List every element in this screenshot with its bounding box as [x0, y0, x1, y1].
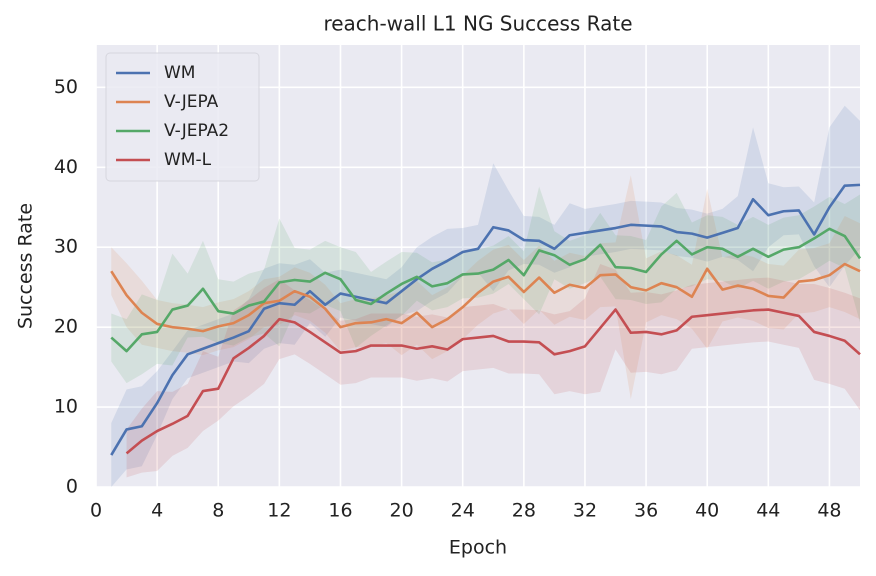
x-tick-label: 44	[756, 500, 780, 522]
x-tick-label: 16	[328, 500, 352, 522]
legend-label: WM	[164, 63, 195, 83]
line	[125, 308, 861, 455]
x-tick-label: 0	[90, 500, 102, 522]
x-tick-label: 40	[695, 500, 719, 522]
error-band	[126, 264, 860, 478]
line	[110, 262, 861, 333]
y-tick-label: 20	[54, 316, 78, 338]
line	[110, 183, 861, 456]
x-tick-label: 32	[573, 500, 597, 522]
chart-title: reach-wall L1 NG Success Rate	[323, 12, 632, 36]
y-tick-label: 10	[54, 396, 78, 418]
x-tick-label: 8	[212, 500, 224, 522]
y-tick-label: 40	[54, 156, 78, 178]
x-axis-label: Epoch	[449, 537, 507, 559]
x-tick-label: 20	[390, 500, 414, 522]
y-tick-label: 30	[54, 236, 78, 258]
legend-label: V-JEPA	[164, 92, 219, 112]
legend-label: V-JEPA2	[164, 121, 229, 141]
x-tick-label: 48	[817, 500, 841, 522]
y-axis-label: Success Rate	[15, 203, 37, 329]
x-tick-label: 4	[151, 500, 163, 522]
error-band	[111, 186, 860, 384]
x-tick-label: 36	[634, 500, 658, 522]
x-tick-label: 12	[267, 500, 291, 522]
line	[110, 227, 862, 353]
legend-box	[105, 52, 260, 182]
y-tick-label: 50	[54, 76, 78, 98]
x-tick-label: 28	[512, 500, 536, 522]
error-band	[111, 105, 860, 487]
y-tick-label: 0	[66, 476, 78, 498]
legend-label: WM-L	[164, 150, 212, 170]
x-tick-label: 24	[451, 500, 475, 522]
